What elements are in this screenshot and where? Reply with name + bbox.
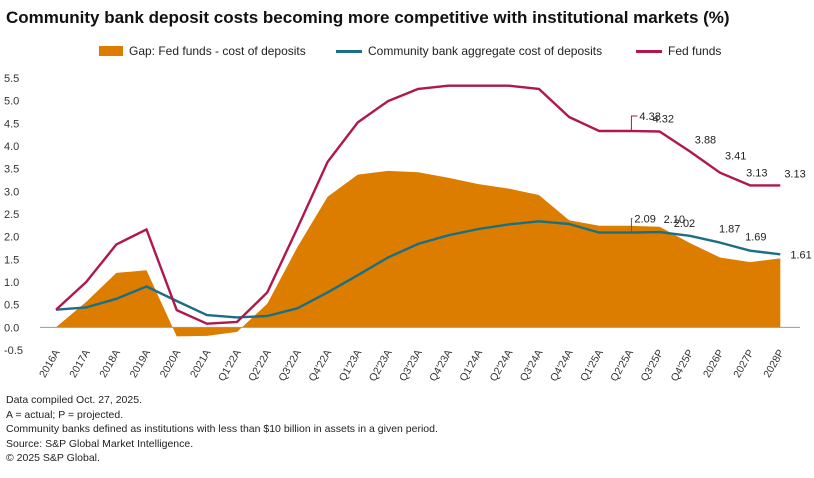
legend-label-fed: Fed funds xyxy=(668,44,722,58)
x-tick-label: Q4'25P xyxy=(669,348,697,384)
x-tick-label: Q1'24A xyxy=(457,348,485,384)
y-tick-label: 1.5 xyxy=(4,254,19,266)
data-label: 2.02 xyxy=(674,218,695,230)
y-tick-label: 5.5 xyxy=(4,73,19,85)
legend-swatch-community xyxy=(336,49,362,53)
legend-label-gap: Gap: Fed funds - cost of deposits xyxy=(129,44,306,58)
data-label: 3.41 xyxy=(725,151,746,163)
x-tick-label: 2018A xyxy=(97,348,123,380)
y-tick-label: 4.5 xyxy=(4,118,19,130)
legend-swatch-gap xyxy=(99,46,123,56)
data-label: 4.33 xyxy=(639,111,660,123)
y-tick-label: 1.0 xyxy=(4,277,19,289)
legend-label-community: Community bank aggregate cost of deposit… xyxy=(368,44,603,58)
x-tick-label: Q2'25A xyxy=(608,348,636,384)
y-tick-label: 3.5 xyxy=(4,164,19,176)
x-tick-label: Q1'23A xyxy=(337,348,365,384)
y-tick-label: 2.5 xyxy=(4,209,19,221)
x-tick-label: Q2'23A xyxy=(367,348,395,384)
x-tick-label: Q4'22A xyxy=(306,348,334,384)
fed-line xyxy=(55,84,781,325)
x-tick-label: 2026P xyxy=(701,348,727,380)
footnote-line: Data compiled Oct. 27, 2025. xyxy=(6,394,142,406)
footnotes: Data compiled Oct. 27, 2025. A = actual;… xyxy=(6,393,438,466)
x-tick-label: 2028P xyxy=(761,348,787,380)
legend-item-fed: Fed funds xyxy=(636,44,721,58)
data-label-leader xyxy=(630,115,638,131)
x-tick-label: 2019A xyxy=(128,348,154,380)
x-tick-label: Q4'23A xyxy=(427,348,455,384)
x-tick-label: Q2'24A xyxy=(488,348,516,384)
legend-item-gap: Gap: Fed funds - cost of deposits xyxy=(99,44,306,58)
x-tick-label: 2027P xyxy=(731,348,757,380)
x-tick-label: 2017A xyxy=(67,348,93,380)
chart-plot: -0.5 0.0 0.5 1.0 1.5 2.0 2.5 3.0 3.5 4.0 4.5 5.0 5.5… xyxy=(4,73,812,384)
data-label-leader xyxy=(630,218,633,232)
x-tick-label: Q1'22A xyxy=(216,348,244,384)
legend: Gap: Fed funds - cost of deposits Commun… xyxy=(0,44,814,64)
y-tick-label: 5.0 xyxy=(4,96,19,108)
x-tick-label: Q3'24A xyxy=(518,348,546,384)
data-label: 3.88 xyxy=(695,134,716,146)
data-label: 1.61 xyxy=(790,249,811,261)
legend-item-community: Community bank aggregate cost of deposit… xyxy=(336,44,602,58)
data-label: 3.13 xyxy=(784,168,805,180)
y-tick-label: -0.5 xyxy=(4,345,23,357)
legend-swatch-fed xyxy=(636,49,662,53)
data-label: 3.13 xyxy=(746,167,767,179)
x-tick-label: 2020A xyxy=(158,348,184,380)
x-tick-label: 2021A xyxy=(188,348,214,380)
chart-title: Community bank deposit costs becoming mo… xyxy=(6,8,730,27)
x-tick-label: 2016A xyxy=(37,348,63,380)
footnote-line: © 2025 S&P Global. xyxy=(6,452,100,465)
x-tick-label: Q2'22A xyxy=(246,348,274,384)
x-tick-label: Q3'22A xyxy=(276,348,304,384)
footnote-line: Source: S&P Global Market Intelligence. xyxy=(6,437,194,450)
gap-area xyxy=(56,170,781,337)
y-tick-label: 2.0 xyxy=(4,232,19,244)
data-label: 4.32 xyxy=(653,113,674,125)
footnote-line: Community banks defined as institutions … xyxy=(6,423,438,436)
x-tick-label: Q4'24A xyxy=(548,348,576,384)
y-tick-label: 3.0 xyxy=(4,186,19,198)
data-label: 2.09 xyxy=(634,214,655,226)
community-line xyxy=(55,220,781,319)
data-label: 1.69 xyxy=(745,232,766,244)
y-tick-label: 0.5 xyxy=(4,300,19,312)
x-tick-label: Q1'25A xyxy=(578,348,606,384)
footnote-line: A = actual; P = projected. xyxy=(6,408,124,421)
data-label: 2.10 xyxy=(664,214,685,226)
x-tick-label: Q3'23A xyxy=(397,348,425,384)
x-tick-label: Q3'25P xyxy=(638,348,666,384)
y-tick-label: 0.0 xyxy=(4,322,19,334)
data-label: 1.87 xyxy=(719,224,740,236)
y-tick-label: 4.0 xyxy=(4,141,19,153)
